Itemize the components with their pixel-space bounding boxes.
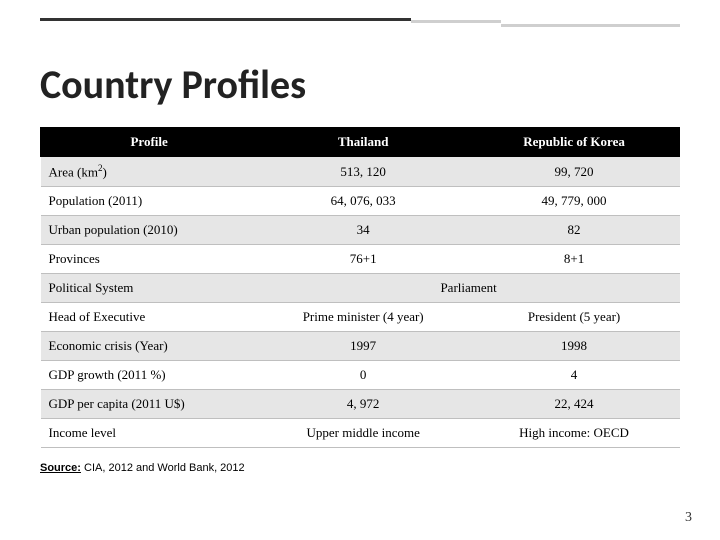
- table-row: Economic crisis (Year)19971998: [41, 332, 680, 361]
- country-profile-table: Profile Thailand Republic of Korea Area …: [40, 127, 680, 448]
- row-value-thailand: Prime minister (4 year): [258, 303, 469, 332]
- source-label: Source:: [40, 462, 81, 474]
- row-value-thailand: 513, 120: [258, 157, 469, 187]
- page-number: 3: [685, 510, 692, 526]
- table-row: Political SystemParliament: [41, 274, 680, 303]
- row-label: Population (2011): [41, 187, 258, 216]
- row-label: Head of Executive: [41, 303, 258, 332]
- row-value-korea: High income: OECD: [469, 419, 680, 448]
- row-label: Political System: [41, 274, 258, 303]
- source-text: CIA, 2012 and World Bank, 2012: [81, 462, 245, 474]
- col-header-korea: Republic of Korea: [469, 128, 680, 157]
- source-citation: Source: CIA, 2012 and World Bank, 2012: [40, 462, 680, 474]
- col-header-thailand: Thailand: [258, 128, 469, 157]
- row-value-korea: 4: [469, 361, 680, 390]
- slide-title: Country Profiles: [40, 60, 680, 109]
- row-value-thailand: Upper middle income: [258, 419, 469, 448]
- table-row: Income levelUpper middle incomeHigh inco…: [41, 419, 680, 448]
- row-value-thailand: 34: [258, 216, 469, 245]
- row-value-thailand: 64, 076, 033: [258, 187, 469, 216]
- table-row: Population (2011)64, 076, 03349, 779, 00…: [41, 187, 680, 216]
- decorative-top-rule: [40, 18, 680, 28]
- row-value-korea: President (5 year): [469, 303, 680, 332]
- row-value-thailand: 76+1: [258, 245, 469, 274]
- table-header-row: Profile Thailand Republic of Korea: [41, 128, 680, 157]
- row-label: Urban population (2010): [41, 216, 258, 245]
- row-label: Income level: [41, 419, 258, 448]
- row-value-thailand: 1997: [258, 332, 469, 361]
- row-value-thailand: 0: [258, 361, 469, 390]
- table-row: GDP growth (2011 %)04: [41, 361, 680, 390]
- col-header-profile: Profile: [41, 128, 258, 157]
- row-label: Area (km2): [41, 157, 258, 187]
- row-value-korea: 8+1: [469, 245, 680, 274]
- row-value-korea: 99, 720: [469, 157, 680, 187]
- row-label: Economic crisis (Year): [41, 332, 258, 361]
- row-value-korea: 22, 424: [469, 390, 680, 419]
- table-row: Head of ExecutivePrime minister (4 year)…: [41, 303, 680, 332]
- row-value-korea: 1998: [469, 332, 680, 361]
- table-row: Urban population (2010)3482: [41, 216, 680, 245]
- row-value-span: Parliament: [258, 274, 680, 303]
- row-label: GDP per capita (2011 U$): [41, 390, 258, 419]
- row-value-korea: 82: [469, 216, 680, 245]
- table-row: Provinces76+18+1: [41, 245, 680, 274]
- table-row: GDP per capita (2011 U$)4, 97222, 424: [41, 390, 680, 419]
- row-label: Provinces: [41, 245, 258, 274]
- row-value-thailand: 4, 972: [258, 390, 469, 419]
- row-label: GDP growth (2011 %): [41, 361, 258, 390]
- table-row: Area (km2)513, 12099, 720: [41, 157, 680, 187]
- row-value-korea: 49, 779, 000: [469, 187, 680, 216]
